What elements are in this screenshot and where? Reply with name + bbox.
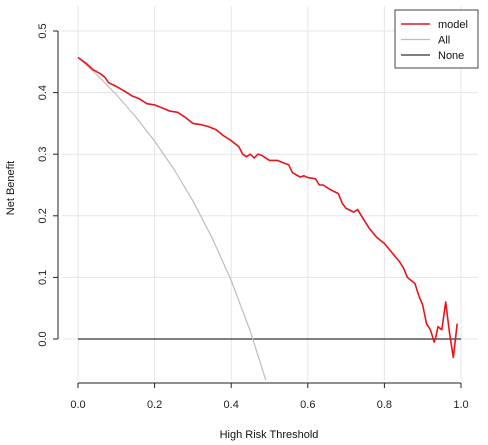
legend: model All None xyxy=(394,9,479,69)
y-tick-label: 0.5 xyxy=(37,23,49,38)
series-lines xyxy=(77,56,461,380)
y-tick-label: 0.4 xyxy=(37,85,49,100)
legend-label-model: model xyxy=(438,19,468,31)
legend-label-none: None xyxy=(438,50,464,62)
y-tick-label: 0.2 xyxy=(37,208,49,223)
legend-label-all: All xyxy=(438,35,450,47)
y-axis-title: Net Benefit xyxy=(5,161,17,215)
x-tick-label: 0.0 xyxy=(70,399,85,411)
y-tick-label: 0.1 xyxy=(37,270,49,285)
x-tick-label: 0.2 xyxy=(147,399,162,411)
axes: 0.0 0.2 0.4 0.6 0.8 1.0 0.0 0.1 0.2 0.3 0.4 0.5 xyxy=(37,23,469,411)
x-tick-label: 0.8 xyxy=(377,399,392,411)
x-tick-label: 0.6 xyxy=(300,399,315,411)
y-tick-label: 0.3 xyxy=(37,147,49,162)
y-tick-label: 0.0 xyxy=(37,331,49,346)
x-tick-label: 1.0 xyxy=(453,399,468,411)
x-axis-title: High Risk Threshold xyxy=(220,429,319,441)
x-tick-label: 0.4 xyxy=(224,399,239,411)
series-line-model xyxy=(77,56,458,359)
series-line-all xyxy=(77,57,267,380)
